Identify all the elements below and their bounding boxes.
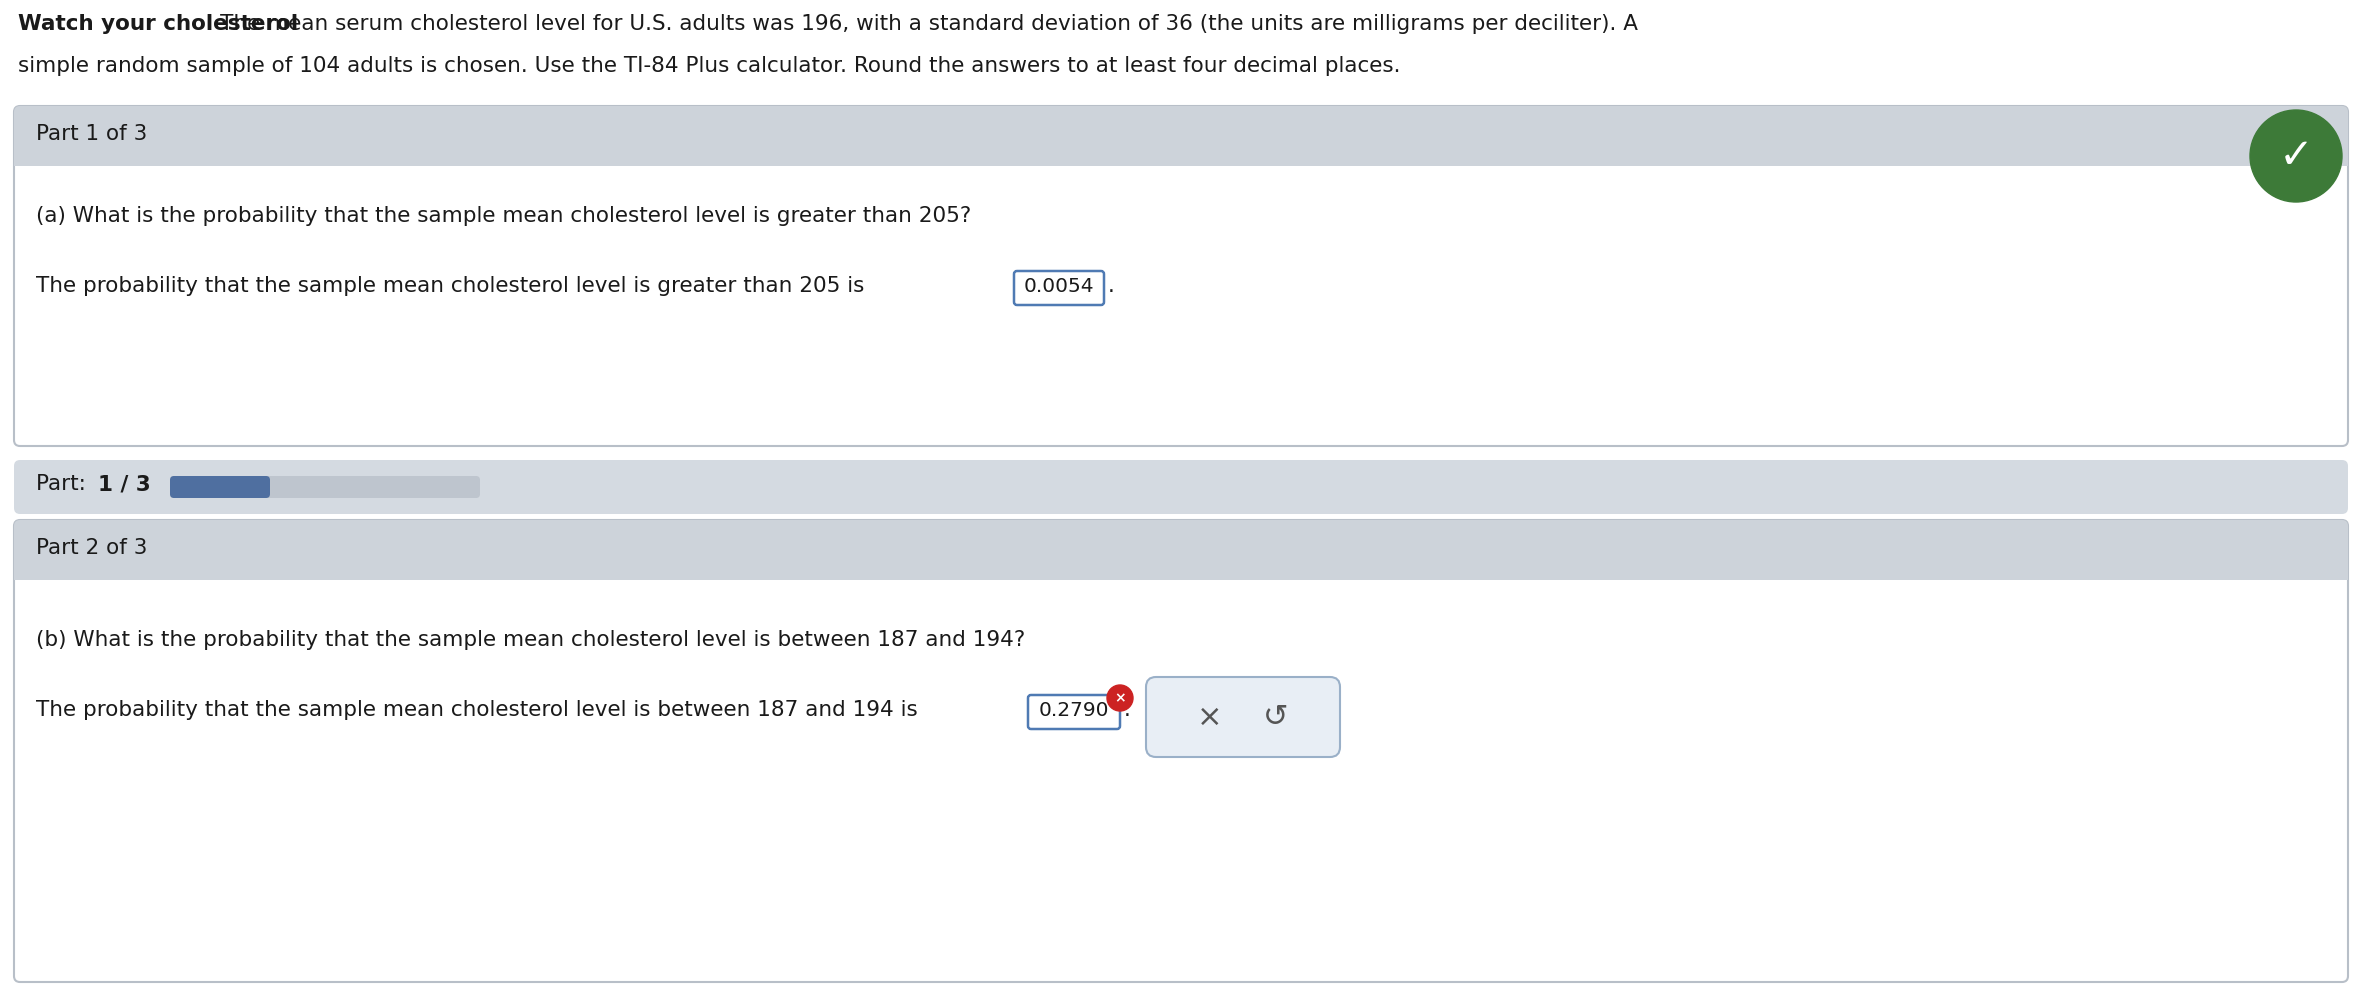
Text: (b) What is the probability that the sample mean cholesterol level is between 18: (b) What is the probability that the sam… [35,630,1025,650]
FancyBboxPatch shape [14,460,2348,514]
FancyBboxPatch shape [1146,677,1339,757]
FancyBboxPatch shape [14,136,2348,166]
Text: (a) What is the probability that the sample mean cholesterol level is greater th: (a) What is the probability that the sam… [35,206,971,226]
Text: Part:: Part: [35,474,92,494]
FancyBboxPatch shape [170,476,269,498]
Text: The probability that the sample mean cholesterol level is greater than 205 is: The probability that the sample mean cho… [35,276,864,296]
Text: ×: × [1198,702,1224,731]
FancyBboxPatch shape [1013,271,1103,305]
Text: .: . [1124,700,1131,720]
Text: ×: × [1115,691,1127,705]
Text: Part 2 of 3: Part 2 of 3 [35,538,146,558]
Text: simple random sample of 104 adults is chosen. Use the TI-84 Plus calculator. Rou: simple random sample of 104 adults is ch… [19,56,1401,76]
Text: : The mean serum cholesterol level for U.S. adults was 196, with a standard devi: : The mean serum cholesterol level for U… [205,14,1637,34]
Text: ✓: ✓ [2279,135,2312,177]
Text: .: . [1108,276,1115,296]
FancyBboxPatch shape [14,520,2348,982]
FancyBboxPatch shape [14,520,2348,580]
FancyBboxPatch shape [14,550,2348,580]
Text: The probability that the sample mean cholesterol level is between 187 and 194 is: The probability that the sample mean cho… [35,700,919,720]
FancyBboxPatch shape [14,106,2348,446]
FancyBboxPatch shape [170,476,479,498]
Circle shape [2251,110,2343,202]
FancyBboxPatch shape [1027,695,1120,729]
Text: ↺: ↺ [1264,702,1290,731]
Text: 1 / 3: 1 / 3 [97,474,151,494]
Circle shape [1108,685,1134,711]
Text: 0.2790: 0.2790 [1039,701,1110,720]
Text: 0.0054: 0.0054 [1023,277,1094,296]
Text: Watch your cholesterol: Watch your cholesterol [19,14,298,34]
FancyBboxPatch shape [14,106,2348,166]
Text: Part 1 of 3: Part 1 of 3 [35,124,146,144]
